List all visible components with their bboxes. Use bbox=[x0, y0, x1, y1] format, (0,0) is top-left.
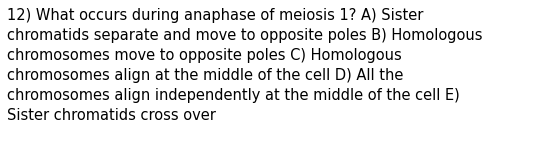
Text: 12) What occurs during anaphase of meiosis 1? A) Sister
chromatids separate and : 12) What occurs during anaphase of meios… bbox=[7, 8, 483, 123]
